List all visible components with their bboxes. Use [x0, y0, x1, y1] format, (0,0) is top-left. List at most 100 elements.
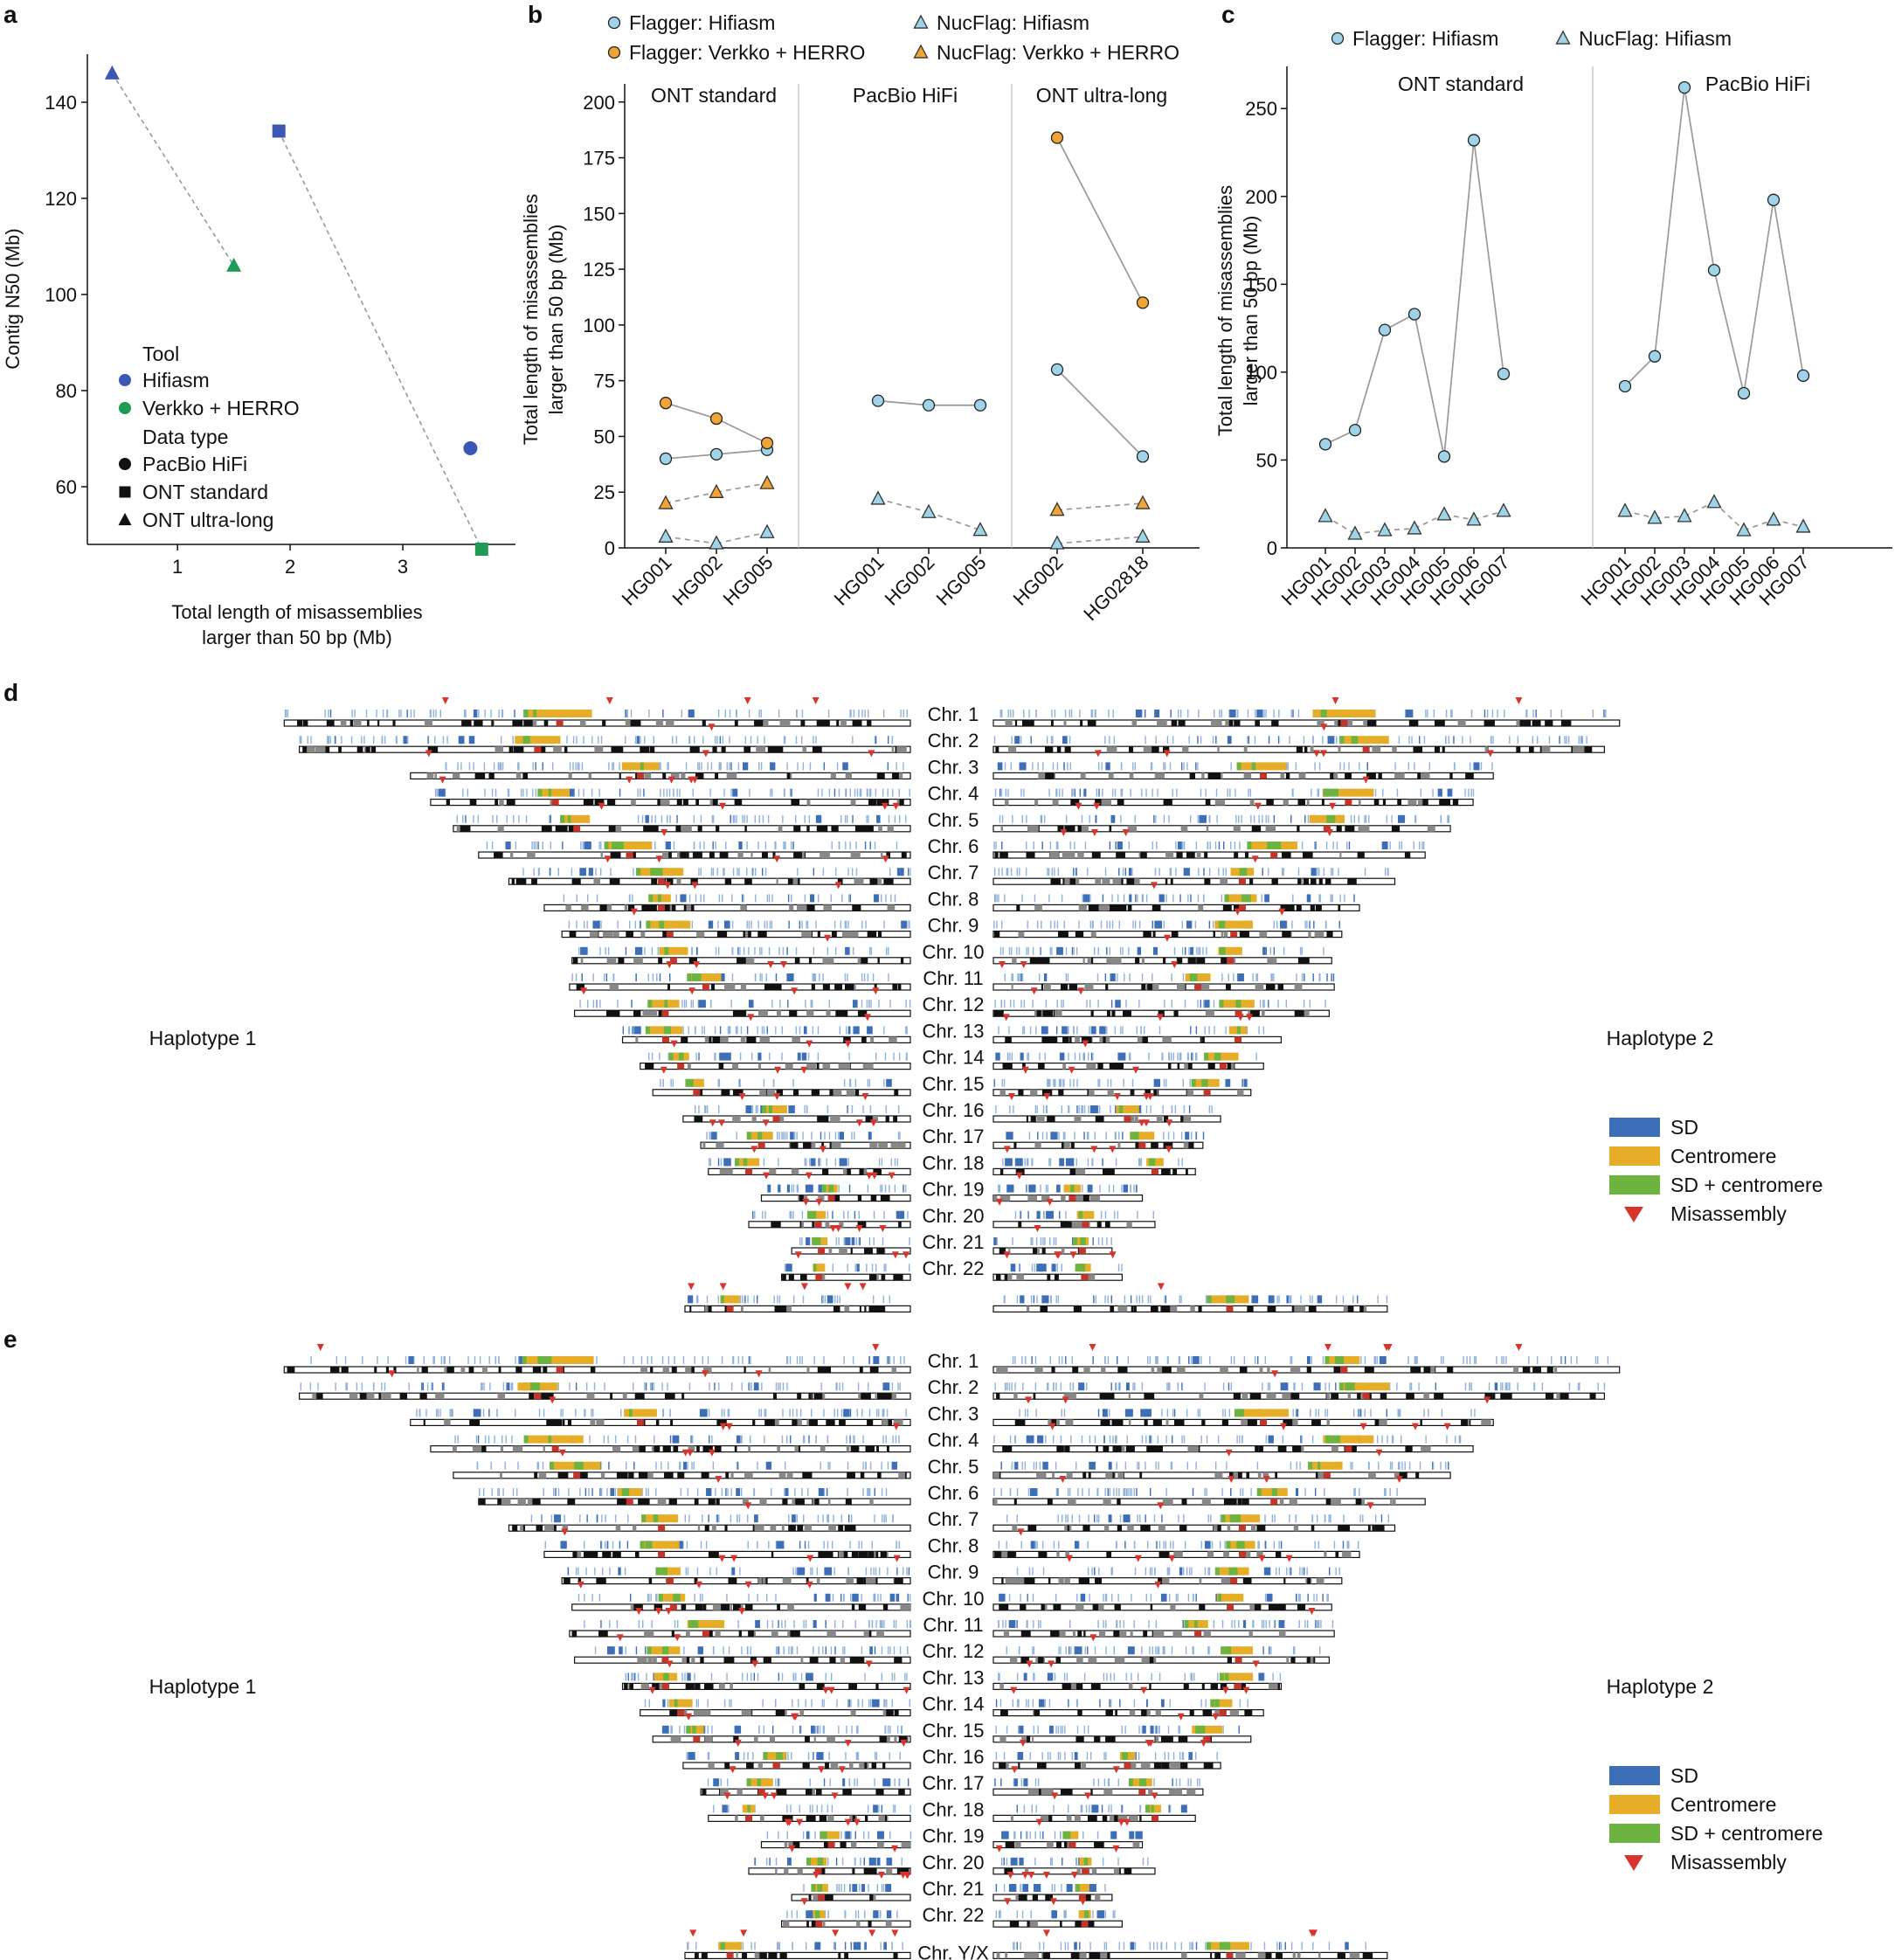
- g-band: [684, 1036, 688, 1043]
- repeat-tick: [1128, 841, 1130, 849]
- repeat-tick: [794, 1488, 796, 1496]
- repeat-tick: [801, 710, 804, 717]
- repeat-tick: [1576, 1356, 1578, 1364]
- chromosome-bar: [992, 798, 1474, 807]
- repeat-tick: [1089, 894, 1091, 903]
- data-point: [709, 447, 723, 461]
- g-band: [1143, 931, 1152, 938]
- g-band: [892, 984, 898, 990]
- centromere-band: [1124, 1116, 1131, 1122]
- g-band: [632, 852, 636, 858]
- g-band: [1075, 1195, 1083, 1202]
- g-band: [852, 904, 861, 911]
- repeat-tick: [1034, 1382, 1037, 1391]
- repeat-tick: [1425, 710, 1427, 717]
- g-band: [1505, 1393, 1512, 1400]
- repeat-tick: [596, 1000, 598, 1008]
- sd-block: [1204, 1000, 1210, 1008]
- g-band: [864, 1306, 867, 1312]
- g-band: [745, 878, 751, 885]
- repeat-tick: [1197, 1000, 1199, 1008]
- repeat-tick: [1027, 1052, 1030, 1061]
- sd-block: [1494, 1382, 1498, 1391]
- g-band: [1128, 1393, 1131, 1400]
- g-band: [1041, 1248, 1046, 1254]
- repeat-tick: [1071, 1356, 1073, 1364]
- repeat-tick: [1370, 1409, 1372, 1417]
- misassembly-marker: [1109, 1146, 1117, 1153]
- misassembly-marker: [626, 776, 633, 784]
- sd-block: [1062, 1026, 1067, 1035]
- repeat-tick: [356, 1382, 358, 1391]
- g-band: [579, 720, 586, 726]
- legend-marker: [1624, 1207, 1643, 1222]
- g-band: [1298, 772, 1306, 779]
- repeat-tick: [760, 1409, 763, 1417]
- repeat-tick: [575, 762, 577, 771]
- repeat-tick: [443, 1382, 445, 1391]
- misassembly-marker: [1157, 1283, 1165, 1291]
- repeat-tick: [585, 1382, 588, 1391]
- g-band: [1326, 1393, 1331, 1400]
- misassembly-marker: [715, 1476, 723, 1483]
- repeat-tick: [737, 1461, 739, 1470]
- g-band: [822, 1063, 831, 1070]
- repeat-tick: [882, 1237, 884, 1245]
- g-band: [634, 1393, 645, 1400]
- sd-block: [785, 1488, 789, 1496]
- chromosome-label: Chr. 3: [928, 756, 979, 778]
- repeat-tick: [1172, 788, 1173, 797]
- repeat-tick: [1067, 1488, 1069, 1496]
- repeat-tick: [673, 788, 674, 797]
- repeat-tick: [444, 1356, 446, 1364]
- g-band: [1130, 1089, 1135, 1096]
- sd-block: [778, 1184, 781, 1193]
- g-band: [1529, 746, 1534, 753]
- sd-block: [634, 946, 643, 955]
- sd-centromere-block: [574, 1461, 584, 1470]
- repeat-tick: [1075, 868, 1077, 876]
- g-band: [622, 957, 625, 964]
- repeat-tick: [757, 920, 759, 929]
- repeat-tick: [754, 814, 757, 823]
- repeat-tick: [1230, 1488, 1232, 1496]
- repeat-tick: [834, 946, 837, 955]
- g-band: [993, 1010, 1004, 1017]
- sd-block: [1447, 788, 1453, 797]
- sd-centromere-block: [1191, 1078, 1196, 1087]
- g-band: [1265, 984, 1276, 990]
- sd-block: [882, 1382, 890, 1391]
- g-band: [746, 1036, 757, 1043]
- repeat-tick: [755, 868, 757, 876]
- repeat-tick: [1592, 710, 1594, 717]
- centromere-block: [1076, 1210, 1095, 1219]
- g-band: [531, 1499, 541, 1505]
- repeat-tick: [759, 946, 761, 955]
- repeat-tick: [433, 1356, 435, 1364]
- repeat-tick: [1011, 1382, 1013, 1391]
- repeat-tick: [672, 736, 674, 745]
- data-point: [1707, 264, 1721, 277]
- repeat-tick: [792, 1210, 794, 1219]
- repeat-tick: [631, 1026, 633, 1035]
- sd-block: [1243, 1078, 1248, 1087]
- misassembly-marker: [1324, 1344, 1332, 1351]
- g-band: [1423, 1367, 1431, 1373]
- repeat-tick: [536, 1461, 538, 1470]
- repeat-tick: [625, 710, 626, 717]
- repeat-tick: [1009, 1435, 1012, 1444]
- g-band: [1324, 878, 1331, 885]
- sd-centromere-block: [1351, 736, 1359, 745]
- g-band: [557, 825, 568, 832]
- g-band: [1033, 1393, 1036, 1400]
- repeat-tick: [1535, 710, 1537, 717]
- g-band: [776, 746, 784, 753]
- repeat-tick: [1001, 868, 1003, 876]
- g-band: [825, 1221, 830, 1228]
- repeat-tick: [1188, 1356, 1190, 1364]
- repeat-tick: [1147, 1295, 1150, 1304]
- centromere-block: [1218, 946, 1242, 955]
- g-band: [1308, 1306, 1317, 1312]
- repeat-tick: [1273, 920, 1275, 929]
- repeat-tick: [533, 841, 536, 849]
